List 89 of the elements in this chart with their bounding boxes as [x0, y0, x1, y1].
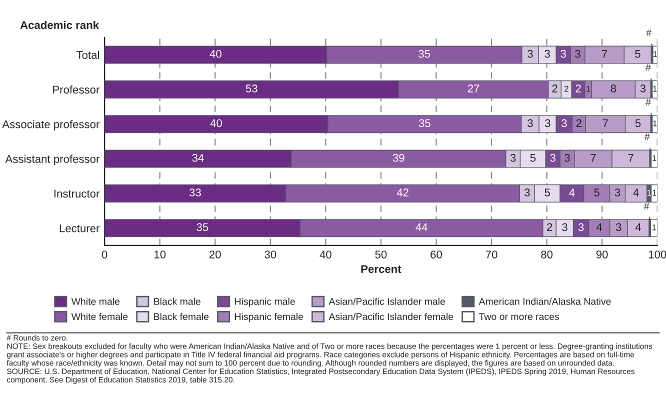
data-label: 5: [635, 50, 640, 58]
data-label: 1: [653, 86, 657, 92]
legend-label: American Indian/Alaska Native: [478, 298, 611, 305]
legend-label: Two or more races: [479, 313, 559, 320]
x-tick-label: 10: [154, 250, 166, 258]
data-label: 1: [586, 86, 590, 92]
data-label: 34: [192, 154, 204, 162]
data-label: 2: [547, 223, 552, 231]
data-label: #: [646, 64, 651, 71]
data-label: 5: [530, 154, 536, 162]
data-label: 7: [590, 154, 596, 162]
data-label: 1: [652, 155, 656, 161]
data-label: 3: [528, 119, 533, 128]
data-label: 3: [578, 223, 584, 232]
legend-label: Hispanic male: [235, 298, 295, 307]
x-tick-label: 20: [210, 250, 221, 258]
x-tick-label: 0: [102, 250, 108, 258]
data-label: 7: [602, 50, 608, 58]
data-label: 1: [653, 51, 658, 57]
data-label: #: [644, 133, 650, 140]
data-label: 44: [416, 223, 428, 231]
data-label: 40: [210, 119, 222, 128]
data-label: 8: [610, 84, 616, 92]
data-label: 1: [652, 190, 656, 196]
x-tick-label: 70: [486, 250, 498, 258]
data-label: 4: [635, 223, 642, 231]
y-tick-label: Instructor: [54, 190, 100, 198]
y-axis-title: Academic rank: [20, 20, 100, 30]
data-label: 35: [418, 50, 430, 58]
y-tick-label: Lecturer: [60, 224, 100, 232]
y-tick-label: Total: [76, 50, 99, 59]
data-label: 3: [510, 154, 516, 162]
x-tick-label: 80: [541, 250, 553, 258]
x-tick-label: 40: [320, 250, 332, 258]
data-label: 35: [418, 119, 430, 128]
data-label: 7: [628, 154, 634, 162]
data-label: 3: [575, 50, 580, 58]
data-label: 3: [564, 154, 570, 162]
x-tick-label: 60: [430, 250, 442, 258]
legend-label: Black male: [154, 298, 200, 305]
legend-label: Asian/Pacific Islander male: [328, 298, 445, 305]
data-label: 1: [652, 224, 656, 230]
data-label: 5: [544, 188, 550, 196]
data-label: 3: [528, 50, 533, 58]
data-label: 7: [602, 119, 608, 127]
data-label: 3: [560, 50, 566, 58]
data-label: 3: [640, 84, 646, 92]
x-tick-label: 90: [596, 250, 608, 258]
data-label: 40: [210, 50, 222, 58]
x-tick-label: 50: [375, 250, 387, 258]
legend-label: Asian/Pacific Islander female: [328, 312, 454, 320]
legend-label: Hispanic female: [235, 312, 304, 322]
x-tick-label: 100: [648, 250, 666, 258]
data-label: 27: [468, 84, 480, 92]
data-label: 3: [616, 223, 622, 232]
data-label: 1: [647, 190, 651, 196]
data-label: 39: [392, 154, 404, 162]
data-label: 3: [550, 154, 556, 162]
x-axis-title: Percent: [361, 265, 402, 273]
data-label: 4: [633, 188, 639, 196]
data-label: 53: [246, 84, 258, 92]
data-label: 4: [596, 223, 602, 231]
x-tick-label: 30: [264, 250, 276, 258]
data-label: #: [646, 29, 652, 36]
y-tick-label: Professor: [53, 85, 100, 94]
data-label: 3: [562, 119, 567, 128]
y-tick-label: Associate professor: [2, 120, 100, 130]
data-label: 42: [396, 188, 408, 196]
data-label: 5: [594, 188, 600, 196]
legend-label: White male: [71, 298, 120, 305]
data-label: 3: [562, 223, 568, 232]
data-label: 2: [576, 84, 581, 92]
data-label: 33: [189, 188, 201, 196]
data-label: 2: [576, 119, 582, 127]
data-label: 35: [196, 223, 208, 232]
data-label: 2: [564, 86, 568, 92]
data-label: #: [644, 202, 650, 210]
y-tick-label: Assistant professor: [5, 154, 100, 166]
data-label: 2: [552, 84, 558, 92]
legend-label: Black female: [154, 312, 209, 320]
data-label: #: [646, 98, 651, 106]
data-label: 5: [635, 119, 641, 128]
data-label: 1: [653, 120, 657, 126]
data-label: 3: [614, 188, 620, 196]
data-label: 4: [569, 188, 575, 196]
data-label: 3: [544, 119, 550, 128]
legend-label: White female: [71, 312, 128, 320]
data-label: 3: [544, 50, 550, 58]
data-label: 3: [524, 188, 530, 196]
